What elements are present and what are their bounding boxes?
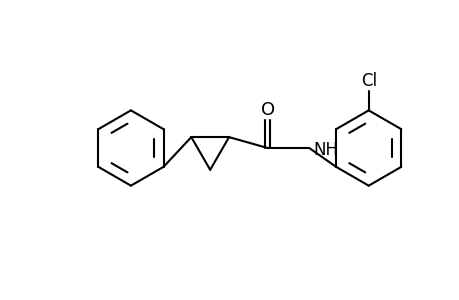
Text: Cl: Cl xyxy=(360,72,376,90)
Text: NH: NH xyxy=(313,141,337,159)
Text: O: O xyxy=(260,101,274,119)
